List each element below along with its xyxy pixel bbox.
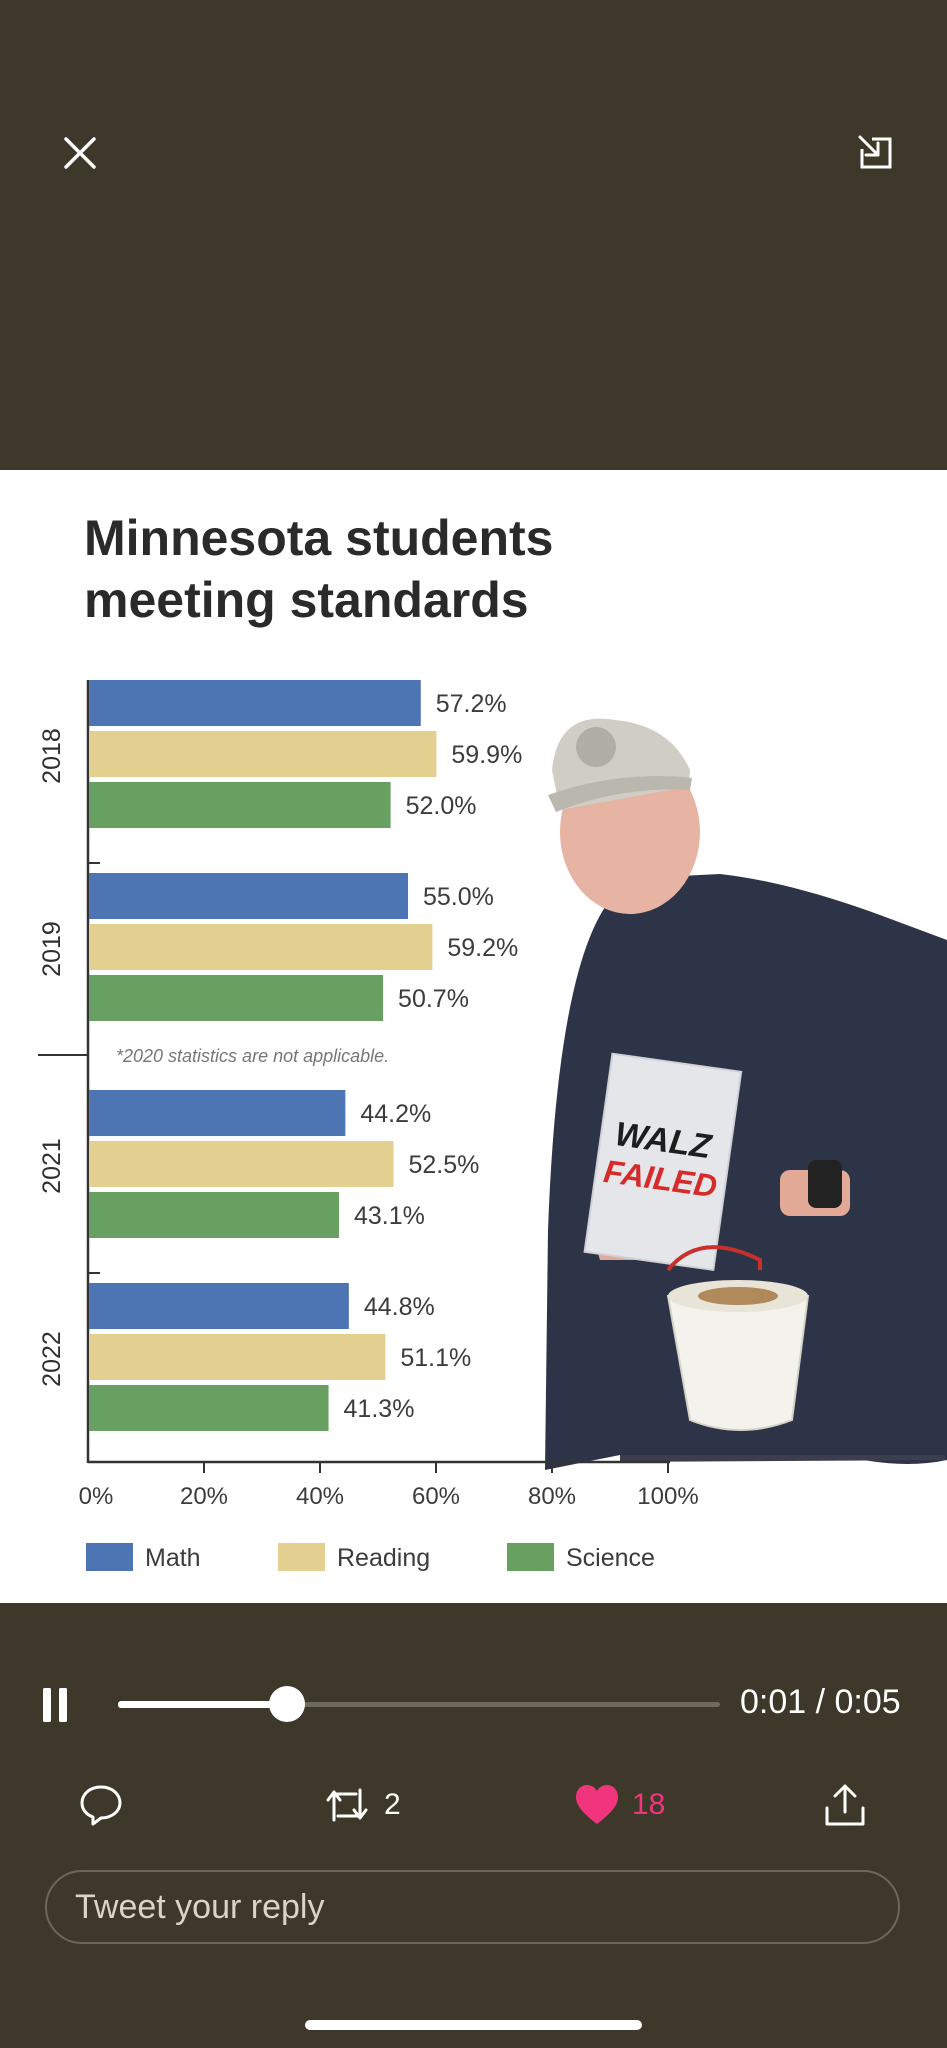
- scrubber-progress: [118, 1701, 287, 1708]
- bar-science-2021: [89, 1192, 339, 1238]
- data-label-science-2022: 41.3%: [344, 1395, 415, 1423]
- legend-label-math: Math: [145, 1544, 201, 1572]
- data-label-math-2018: 57.2%: [436, 690, 507, 718]
- chart-title: Minnesota students meeting standards: [84, 510, 553, 628]
- bar-math-2022: [89, 1283, 349, 1329]
- close-icon: [64, 137, 96, 169]
- bar-reading-2022: [89, 1334, 386, 1380]
- person-photo: WALZ FAILED: [545, 718, 947, 1470]
- data-label-math-2019: 55.0%: [423, 883, 494, 911]
- legend-swatch-reading: [278, 1543, 325, 1571]
- x-tick-label-5: 100%: [637, 1483, 698, 1510]
- bar-math-2018: [89, 680, 421, 726]
- time-readout: 0:01 / 0:05: [740, 1683, 901, 1721]
- data-label-science-2019: 50.7%: [398, 985, 469, 1013]
- share-icon: [825, 1784, 865, 1826]
- pause-icon: [43, 1688, 67, 1722]
- heart-icon: [576, 1785, 618, 1824]
- bar-math-2021: [89, 1090, 346, 1136]
- x-tick-label-2: 40%: [296, 1483, 344, 1510]
- legend-label-reading: Reading: [337, 1544, 430, 1572]
- legend-swatch-math: [86, 1543, 133, 1571]
- data-label-reading-2022: 51.1%: [400, 1344, 471, 1372]
- x-ticks: 0% 20% 40% 60% 80% 100%: [79, 1462, 699, 1510]
- retweet-icon: [326, 1788, 368, 1822]
- reply-button[interactable]: [78, 1780, 124, 1830]
- bar-science-2018: [89, 782, 391, 828]
- retweet-button[interactable]: 2: [322, 1780, 401, 1830]
- data-label-science-2021: 43.1%: [354, 1202, 425, 1230]
- bar-reading-2021: [89, 1141, 394, 1187]
- data-label-reading-2018: 59.9%: [451, 741, 522, 769]
- data-label-science-2018: 52.0%: [406, 792, 477, 820]
- bar-science-2019: [89, 975, 384, 1021]
- share-button[interactable]: [822, 1780, 868, 1830]
- bars-layer: 57.2% 59.9% 52.0% 2018 55.0% 59.2% 50.7% 2019 44…: [38, 680, 522, 1431]
- minimize-icon: [858, 135, 892, 169]
- data-label-math-2022: 44.8%: [364, 1293, 435, 1321]
- year-label-2022: 2022: [38, 1331, 66, 1387]
- legend: Math Reading Science: [86, 1543, 655, 1572]
- note-2020: *2020 statistics are not applicable.: [116, 1046, 389, 1066]
- legend-swatch-science: [507, 1543, 554, 1571]
- video-scrubber[interactable]: [118, 1686, 720, 1722]
- media-image[interactable]: Minnesota students meeting standards WAL…: [0, 470, 947, 1603]
- scrubber-thumb[interactable]: [268, 1686, 305, 1722]
- pause-button[interactable]: [30, 1680, 80, 1730]
- x-tick-label-3: 60%: [412, 1483, 460, 1510]
- bar-science-2022: [89, 1385, 329, 1431]
- chart: Minnesota students meeting standards WAL…: [38, 510, 947, 1572]
- year-label-2018: 2018: [38, 728, 66, 784]
- reply-input[interactable]: [73, 1886, 877, 1928]
- home-indicator[interactable]: [305, 2020, 642, 2030]
- data-label-reading-2021: 52.5%: [409, 1151, 480, 1179]
- scrubber-track: [118, 1702, 720, 1707]
- close-button[interactable]: [40, 113, 120, 193]
- reply-box[interactable]: [45, 1870, 900, 1944]
- data-label-reading-2019: 59.2%: [447, 934, 518, 962]
- chart-title-line-1: Minnesota students: [84, 510, 553, 566]
- bar-reading-2018: [89, 731, 437, 777]
- x-tick-label-4: 80%: [528, 1483, 576, 1510]
- year-label-2019: 2019: [38, 921, 66, 977]
- legend-label-science: Science: [566, 1544, 655, 1572]
- bar-reading-2019: [89, 924, 433, 970]
- data-label-math-2021: 44.2%: [360, 1100, 431, 1128]
- retweet-count: 2: [384, 1788, 401, 1821]
- year-label-2021: 2021: [38, 1138, 66, 1194]
- x-tick-label-1: 20%: [180, 1483, 228, 1510]
- bar-math-2019: [89, 873, 408, 919]
- x-tick-label-0: 0%: [79, 1483, 114, 1510]
- speech-bubble-icon: [80, 1785, 122, 1826]
- chart-title-line-2: meeting standards: [84, 572, 529, 628]
- like-count: 18: [632, 1788, 666, 1821]
- minimize-button[interactable]: [836, 113, 916, 193]
- like-button[interactable]: 18: [574, 1780, 665, 1830]
